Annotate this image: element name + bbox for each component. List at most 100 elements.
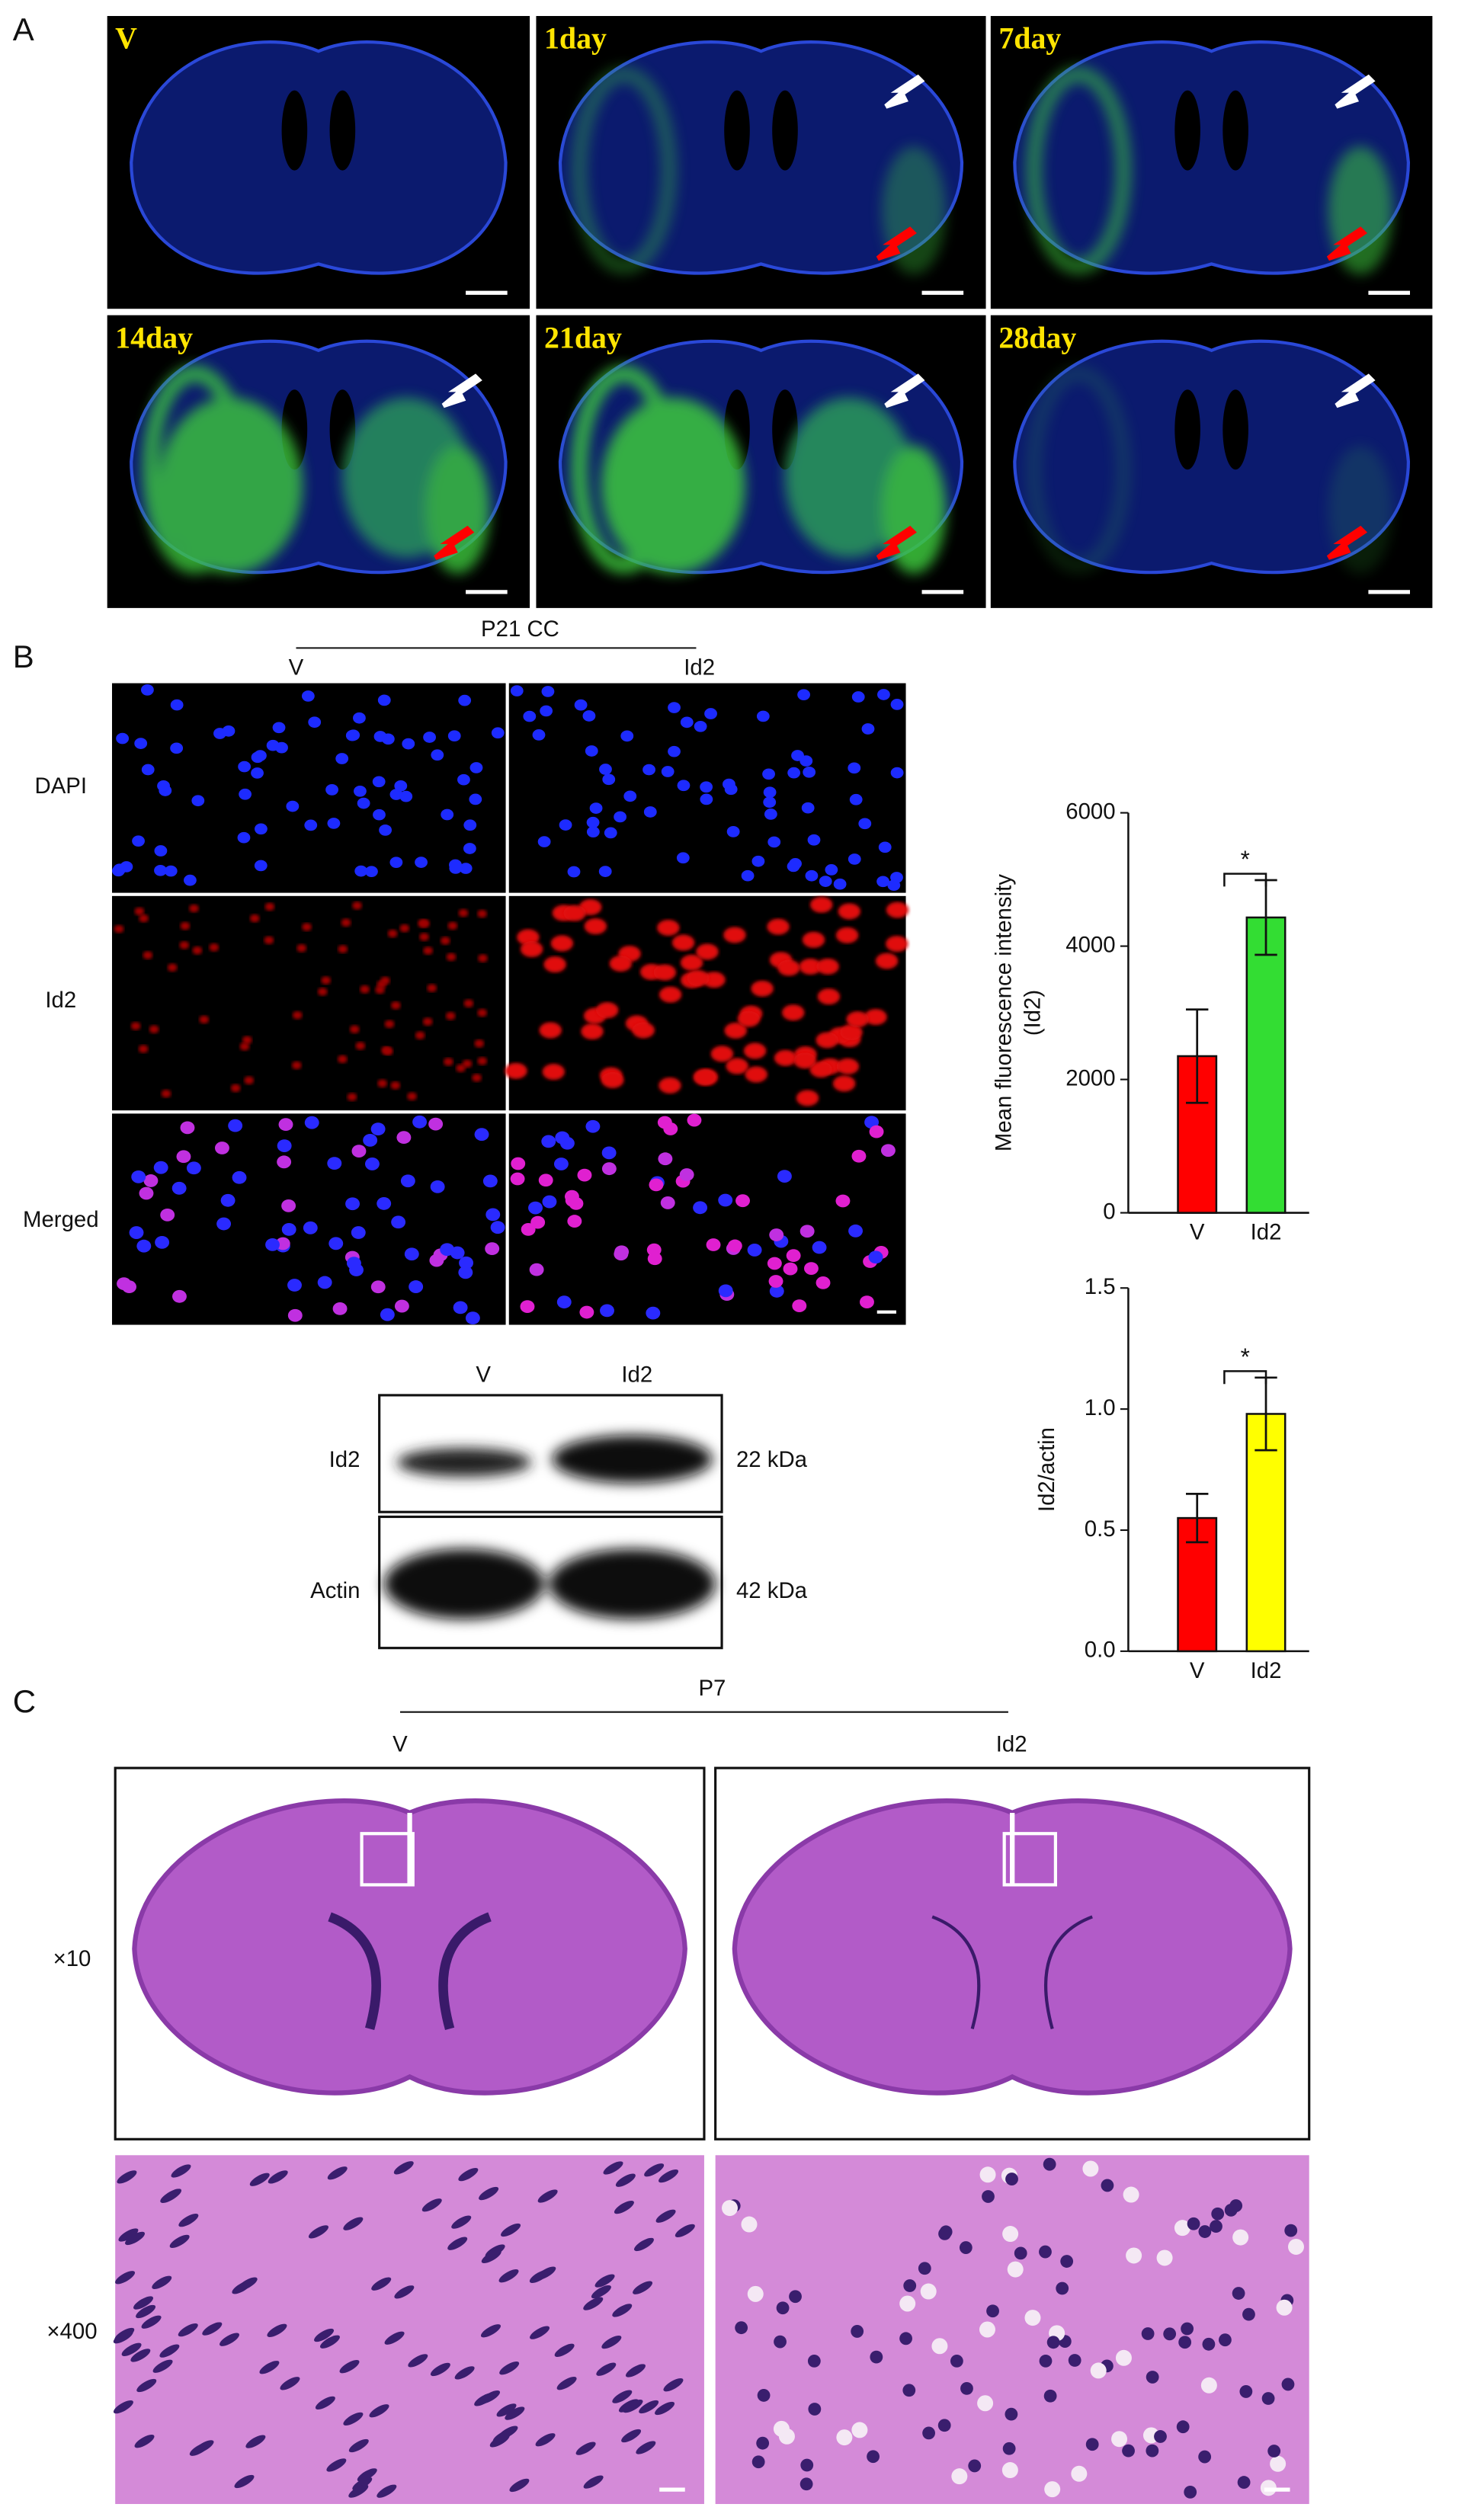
id2-signal: [352, 901, 362, 910]
nucleus: [614, 811, 627, 823]
nucleus: [799, 755, 813, 767]
merged-signal: [706, 1238, 721, 1251]
id2-signal: [809, 1061, 832, 1077]
merged-signal: [649, 1178, 664, 1192]
id2-signal: [782, 1004, 805, 1021]
merged-signal: [559, 1136, 575, 1150]
image-label: V: [115, 21, 137, 56]
id2-signal: [816, 1032, 839, 1049]
nucleus: [115, 2271, 136, 2285]
nucleus: [141, 2315, 162, 2329]
merged-signal: [370, 1122, 386, 1136]
id2-signal: [710, 1045, 734, 1062]
micrograph: [113, 2155, 704, 2505]
id2-signal: [138, 1045, 149, 1053]
vacuole: [722, 2200, 739, 2217]
id2-signal: [774, 1049, 797, 1066]
id2-signal: [180, 921, 191, 930]
nucleus: [639, 2400, 659, 2414]
inset-box: [360, 1832, 415, 1887]
nucleus: [1146, 2371, 1159, 2384]
merged-signal: [768, 1275, 783, 1288]
nucleus: [501, 2223, 521, 2237]
merged-signal: [364, 1158, 380, 1170]
merged-signal: [485, 1242, 500, 1256]
id2-signal: [632, 1022, 655, 1039]
nucleus: [481, 2249, 501, 2264]
he-section: [732, 1798, 1293, 2096]
nucleus: [237, 2277, 258, 2291]
band: [552, 1435, 713, 1484]
id2-signal: [456, 1064, 466, 1072]
id2-signal: [360, 985, 370, 994]
merged-signal: [474, 1128, 489, 1142]
vacuole: [1232, 2229, 1249, 2246]
nucleus: [1176, 2420, 1190, 2434]
nucleus: [937, 2419, 951, 2432]
merged-signal: [816, 1276, 831, 1289]
micrograph: 21day: [536, 315, 986, 608]
nucleus: [140, 684, 154, 696]
brain-section: [130, 40, 508, 275]
micrograph: 7day: [990, 15, 1433, 309]
id2-signal: [793, 1052, 816, 1069]
significance-bracket: [1223, 1370, 1267, 1385]
merged-signal: [727, 1239, 742, 1253]
id2-signal: [743, 1042, 767, 1059]
nucleus: [357, 797, 370, 809]
arrow: [1335, 373, 1376, 408]
id2-signal: [477, 1057, 488, 1065]
nucleus: [594, 2274, 615, 2288]
id2-signal: [149, 1025, 159, 1033]
id2-signal: [458, 908, 469, 917]
merged-signal: [131, 1170, 146, 1183]
nucleus: [726, 826, 740, 837]
merged-signal: [453, 1301, 468, 1314]
merged-signal: [769, 1285, 784, 1298]
vacuole: [977, 2395, 994, 2412]
nucleus: [858, 818, 872, 830]
merged-signal: [139, 1186, 154, 1200]
nucleus: [833, 878, 847, 890]
vacuole: [1115, 2349, 1132, 2366]
nucleus: [603, 2161, 623, 2175]
signal: [601, 397, 745, 574]
merged-signal: [155, 1235, 170, 1249]
nucleus: [849, 793, 863, 805]
merged-signal: [869, 1125, 884, 1138]
id2-signal: [384, 1020, 395, 1029]
id2-signal: [550, 935, 574, 952]
nucleus: [509, 2478, 530, 2493]
ventricle: [1222, 389, 1248, 470]
id2-signal: [810, 896, 833, 913]
image-bg: [115, 2155, 704, 2505]
panel-label: A: [13, 11, 34, 47]
id2-signal: [139, 914, 149, 923]
nucleus: [357, 2468, 377, 2482]
nucleus: [354, 785, 367, 797]
id2-signal: [505, 1062, 527, 1079]
nucleus: [661, 766, 675, 777]
nucleus: [377, 694, 391, 706]
micrograph: [715, 2155, 1309, 2505]
vacuole: [979, 2166, 996, 2183]
merged-signal: [528, 1201, 543, 1215]
nucleus: [851, 2325, 864, 2338]
merged-signal: [718, 1193, 733, 1207]
nucleus: [1146, 2444, 1159, 2458]
nucleus: [756, 710, 770, 722]
nucleus: [170, 699, 184, 711]
nucleus: [132, 835, 145, 847]
merged-signal: [646, 1306, 661, 1320]
merged-signal: [521, 1222, 536, 1236]
id2-signal: [407, 1092, 417, 1100]
nucleus: [354, 865, 368, 877]
merged-signal: [660, 1196, 675, 1209]
id2-signal: [751, 980, 774, 997]
merged-signal: [577, 1168, 592, 1182]
id2-signal: [659, 1077, 681, 1093]
column-label: Id2: [996, 1732, 1027, 1757]
vacuole: [1007, 2261, 1024, 2278]
